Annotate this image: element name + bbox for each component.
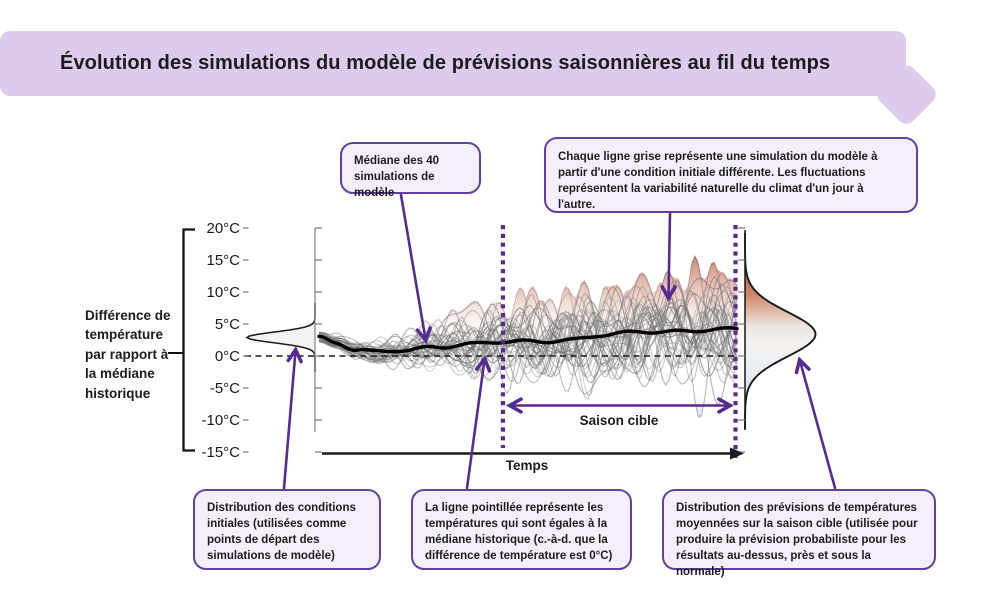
- svg-text:-15°C: -15°C: [201, 444, 240, 461]
- annotation-arrows: [282, 193, 837, 490]
- svg-text:15°C: 15°C: [206, 252, 240, 269]
- page-title: Évolution des simulations du modèle de p…: [60, 52, 831, 74]
- x-axis-label: Temps: [505, 458, 549, 473]
- svg-text:5°C: 5°C: [215, 316, 240, 333]
- target-season-label: Saison cible: [579, 413, 659, 428]
- svg-text:0°C: 0°C: [215, 348, 240, 365]
- axes-and-brackets: [168, 227, 746, 460]
- callout-forecast-distribution: Distribution des prévisions de températu…: [662, 489, 936, 578]
- target-season-dotted-lines: [500, 225, 738, 461]
- svg-text:20°C: 20°C: [206, 220, 240, 237]
- callout-initial-conditions: Distribution des conditions initiales (u…: [193, 489, 381, 570]
- median-line: [317, 326, 739, 354]
- svg-text:-10°C: -10°C: [201, 412, 240, 429]
- callout-median: Médiane des 40 simulations de modèle: [340, 142, 481, 199]
- y-axis-tick-labels: 20°C 15°C 10°C 5°C 0°C -5°C -10°C -15°C: [201, 220, 240, 461]
- y-axis-label: Différence de température par rapport à …: [85, 308, 171, 401]
- svg-text:10°C: 10°C: [206, 284, 240, 301]
- svg-text:-5°C: -5°C: [210, 380, 240, 397]
- title-banner: Évolution des simulations du modèle de p…: [0, 31, 940, 128]
- callout-zero-line: La ligne pointillée représente les tempé…: [411, 489, 632, 570]
- callout-simulations: Chaque ligne grise représente une simula…: [544, 137, 918, 213]
